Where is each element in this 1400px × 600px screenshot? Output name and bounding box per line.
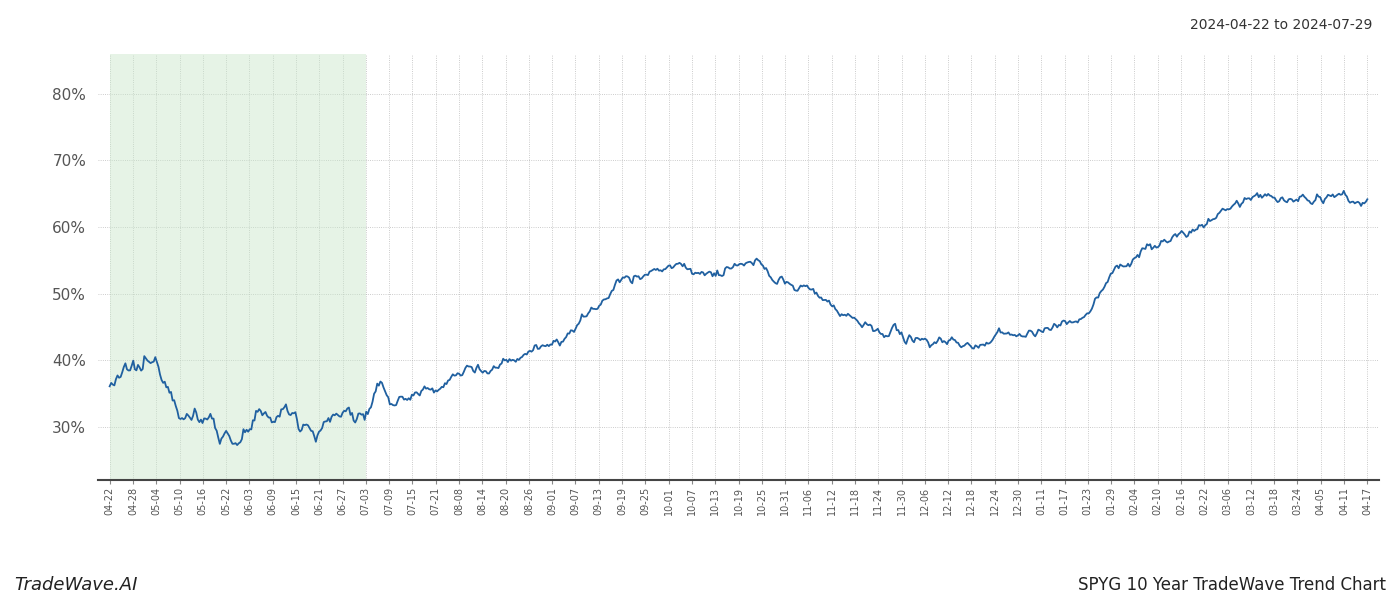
Bar: [109, 54, 365, 480]
Text: SPYG 10 Year TradeWave Trend Chart: SPYG 10 Year TradeWave Trend Chart: [1078, 576, 1386, 594]
Text: 2024-04-22 to 2024-07-29: 2024-04-22 to 2024-07-29: [1190, 18, 1372, 32]
Text: TradeWave.AI: TradeWave.AI: [14, 576, 137, 594]
